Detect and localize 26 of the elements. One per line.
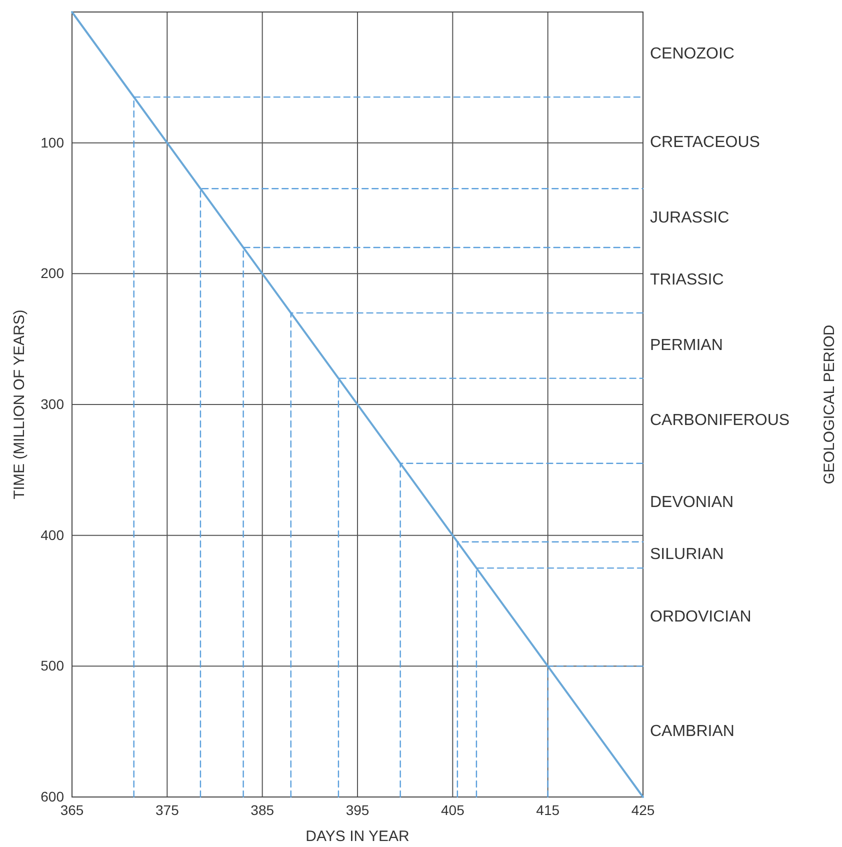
- x-tick-label: 425: [631, 802, 655, 818]
- text: CENOZOIC: [650, 46, 734, 63]
- text: PERMIAN: [650, 336, 723, 354]
- y-axis-title: TIME (MILLION OF YEARS): [11, 310, 28, 500]
- text: TRIASSIC: [650, 271, 724, 288]
- x-tick-label: 395: [346, 802, 370, 818]
- x-axis-title: DAYS IN YEAR: [306, 828, 410, 845]
- y-tick-label: 100: [40, 134, 64, 150]
- x-tick-label: 375: [155, 802, 180, 818]
- y-tick-label: 600: [40, 788, 64, 804]
- text: GEOLOGICAL PERIOD: [821, 324, 838, 484]
- x-tick-label: 405: [440, 802, 465, 818]
- text: CRETACEOUS: [650, 134, 760, 152]
- y-tick-label: 500: [40, 658, 64, 674]
- text: ORDOVICIAN: [650, 608, 752, 626]
- text: CARBONIFEROUS: [650, 412, 790, 430]
- x-tick-label: 365: [60, 802, 84, 818]
- y-tick-label: 200: [40, 265, 64, 282]
- y-tick-label: 400: [40, 526, 64, 543]
- x-tick-label: 385: [250, 802, 274, 818]
- text: CAMBRIAN: [650, 722, 734, 740]
- x-tick-label: 415: [536, 802, 560, 818]
- text: JURASSIC: [650, 209, 730, 226]
- y-tick-label: 300: [40, 396, 64, 412]
- text: DEVONIAN: [650, 494, 734, 511]
- text: SILURIAN: [650, 546, 724, 564]
